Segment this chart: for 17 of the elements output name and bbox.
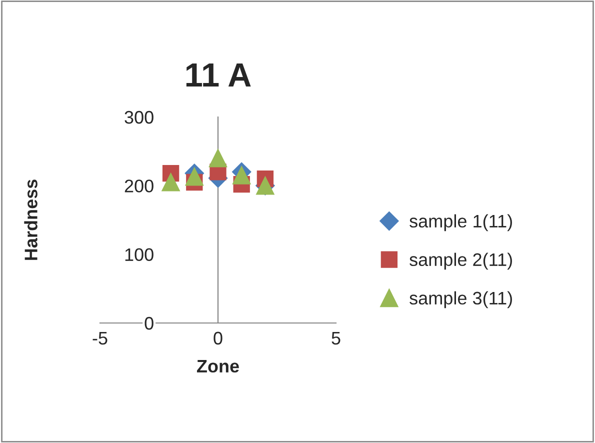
y-tick-label: 0 bbox=[144, 316, 154, 330]
chart-title: 11 A bbox=[186, 64, 251, 86]
point bbox=[208, 149, 228, 168]
x-tick-label: 0 bbox=[214, 332, 222, 345]
y-tick-label: 300 bbox=[124, 110, 154, 124]
x-tick-label: -5 bbox=[92, 332, 108, 345]
x-tick-label: 5 bbox=[332, 332, 340, 345]
y-tick-label: 100 bbox=[125, 248, 154, 262]
legend-label: sample 2(11) bbox=[410, 252, 512, 270]
x-axis-title: Zone bbox=[196, 360, 239, 373]
point bbox=[185, 168, 204, 186]
point bbox=[232, 166, 251, 184]
y-axis-title: Hardness bbox=[24, 180, 38, 260]
legend-label: sample 3(11) bbox=[410, 291, 512, 308]
y-tick-label: 200 bbox=[124, 180, 154, 192]
point bbox=[162, 173, 180, 192]
legend-label: sample 1(11) bbox=[410, 214, 512, 232]
